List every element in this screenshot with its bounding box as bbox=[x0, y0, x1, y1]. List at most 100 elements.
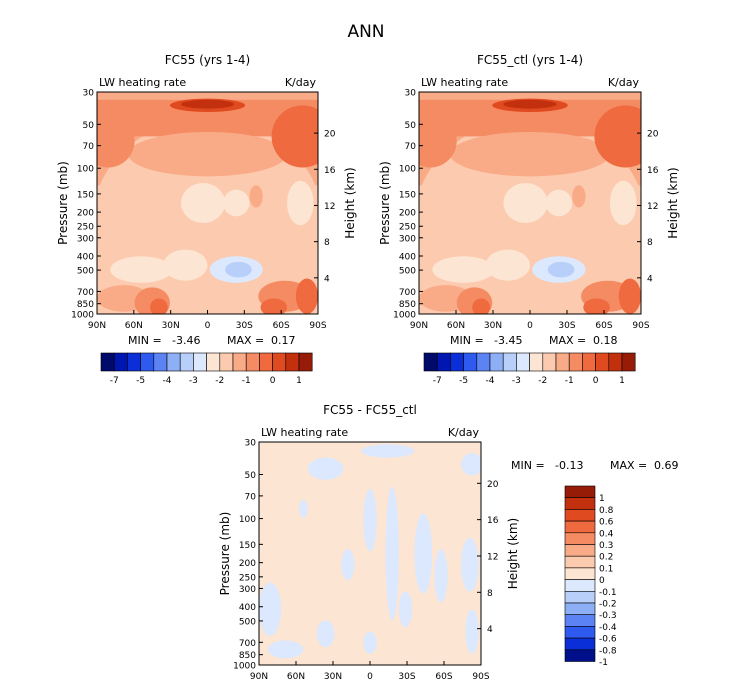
colorbar-swatch bbox=[621, 352, 636, 372]
contour-region bbox=[572, 185, 586, 208]
contour-field bbox=[97, 92, 318, 314]
contour-region bbox=[363, 631, 377, 654]
height-tick-label: 4 bbox=[647, 274, 653, 284]
min-label: MIN = bbox=[511, 459, 545, 472]
lat-tick-label: 30N bbox=[162, 321, 180, 331]
colorbar-swatch bbox=[450, 352, 464, 372]
contour-band bbox=[97, 114, 135, 168]
colorbar-label: -4 bbox=[486, 376, 495, 386]
colorbar-swatch bbox=[232, 352, 247, 372]
colorbar-swatch bbox=[127, 352, 141, 372]
pressure-tick-label: 1000 bbox=[71, 311, 94, 321]
contour-region bbox=[609, 180, 637, 226]
colorbar-swatch bbox=[595, 352, 610, 372]
lat-tick-label: 30S bbox=[398, 672, 415, 682]
contour-band bbox=[97, 92, 318, 100]
colorbar-swatch bbox=[245, 352, 260, 372]
contour-region bbox=[298, 499, 308, 518]
pressure-tick-label: 500 bbox=[399, 267, 416, 277]
pressure-tick-label: 200 bbox=[77, 209, 94, 219]
pressure-tick-label: 1000 bbox=[233, 662, 256, 672]
colorbar-swatch bbox=[476, 352, 491, 372]
contour-region bbox=[472, 298, 491, 314]
lat-tick-label: 60N bbox=[287, 672, 305, 682]
colorbar-swatch bbox=[298, 352, 313, 372]
lat-tick-label: 90N bbox=[88, 321, 106, 331]
height-tick-label: 20 bbox=[487, 480, 499, 490]
pressure-tick-label: 100 bbox=[399, 165, 416, 175]
colorbar-swatch bbox=[564, 544, 596, 557]
contour-region bbox=[361, 444, 415, 458]
field-label: LW heating rate bbox=[261, 426, 348, 439]
lat-tick-label: 60S bbox=[595, 321, 612, 331]
colorbar-swatch bbox=[140, 352, 155, 372]
contour-region bbox=[583, 298, 610, 314]
contour-region bbox=[249, 185, 263, 208]
contour-region bbox=[503, 183, 548, 223]
colorbar-label: 0.1 bbox=[599, 564, 613, 574]
colorbar-label: 1 bbox=[599, 494, 605, 504]
colorbar-swatch bbox=[153, 352, 168, 372]
pressure-tick-label: 50 bbox=[245, 471, 257, 481]
colorbar-swatch bbox=[568, 352, 583, 372]
colorbar-swatch bbox=[564, 614, 596, 627]
contour-region bbox=[385, 486, 399, 621]
lat-tick-label: 90S bbox=[309, 321, 326, 331]
pressure-axis-label: Pressure (mb) bbox=[378, 161, 392, 245]
colorbar-swatch bbox=[564, 497, 596, 510]
colorbar-swatch bbox=[179, 352, 194, 372]
contour-region bbox=[461, 537, 479, 592]
height-tick-label: 16 bbox=[487, 516, 499, 526]
pressure-tick-label: 100 bbox=[77, 165, 94, 175]
colorbar-label: -1 bbox=[565, 376, 574, 386]
pressure-tick-label: 200 bbox=[239, 559, 256, 569]
pressure-tick-label: 300 bbox=[239, 585, 256, 595]
colorbar-swatch bbox=[436, 352, 451, 372]
height-tick-label: 12 bbox=[487, 552, 498, 562]
pressure-tick-label: 250 bbox=[239, 573, 256, 583]
height-tick-label: 8 bbox=[487, 589, 493, 599]
pressure-tick-label: 500 bbox=[239, 617, 256, 627]
colorbar-swatch bbox=[564, 590, 596, 604]
colorbar-swatch bbox=[502, 352, 517, 372]
pressure-tick-label: 150 bbox=[399, 190, 416, 200]
colorbar-swatch bbox=[564, 602, 596, 615]
contour-band bbox=[419, 114, 457, 168]
height-tick-label: 12 bbox=[324, 202, 335, 212]
lat-tick-label: 30S bbox=[236, 321, 253, 331]
colorbar-label: -1 bbox=[242, 376, 251, 386]
contour-region bbox=[414, 513, 433, 594]
colorbar-label: -3 bbox=[512, 376, 521, 386]
height-tick-label: 8 bbox=[324, 238, 330, 248]
pressure-tick-label: 500 bbox=[77, 267, 94, 277]
lat-tick-label: 60S bbox=[273, 321, 290, 331]
contour-region bbox=[180, 183, 226, 223]
colorbar-label: 0.8 bbox=[599, 506, 614, 516]
height-tick-label: 20 bbox=[324, 130, 336, 140]
contour-field bbox=[419, 92, 641, 314]
colorbar-label: -2 bbox=[538, 376, 547, 386]
colorbar-label: 0 bbox=[599, 576, 605, 586]
field-label: LW heating rate bbox=[99, 76, 186, 89]
height-axis-label: Height (km) bbox=[666, 167, 680, 238]
height-tick-label: 16 bbox=[647, 166, 659, 176]
lat-tick-label: 30S bbox=[558, 321, 575, 331]
colorbar-swatch bbox=[564, 637, 596, 651]
height-axis-label: Height (km) bbox=[506, 518, 520, 589]
pressure-tick-label: 70 bbox=[405, 142, 417, 152]
height-tick-label: 8 bbox=[647, 238, 653, 248]
pressure-tick-label: 400 bbox=[77, 252, 94, 262]
contour-band bbox=[127, 131, 288, 177]
lat-tick-label: 30N bbox=[484, 321, 502, 331]
colorbar-swatch bbox=[564, 579, 596, 592]
colorbar-label: -7 bbox=[110, 376, 119, 386]
colorbar-label: 1 bbox=[296, 376, 302, 386]
colorbar-label: -2 bbox=[215, 376, 224, 386]
pressure-tick-label: 700 bbox=[77, 288, 94, 298]
contour-band bbox=[419, 92, 641, 100]
min-value: -3.46 bbox=[172, 334, 200, 347]
colorbar-swatch bbox=[564, 567, 596, 580]
colorbar-label: -0.3 bbox=[599, 611, 617, 621]
lat-tick-label: 0 bbox=[205, 321, 211, 331]
